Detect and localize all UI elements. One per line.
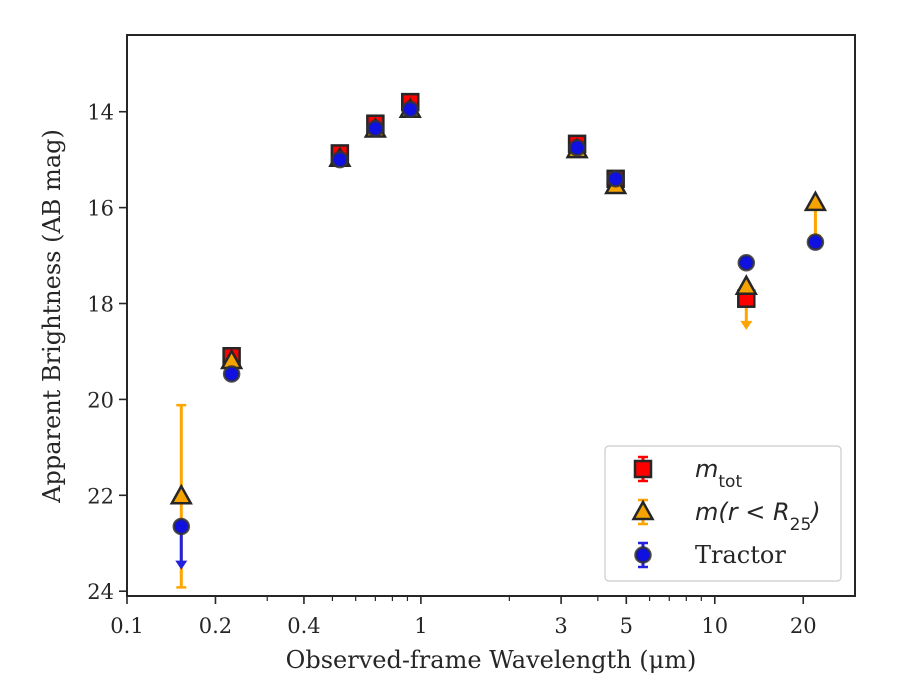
plot-marks [169, 92, 828, 589]
point-circle [606, 170, 625, 188]
point-triangle [734, 274, 758, 295]
x-tick-label: 0.2 [199, 614, 232, 638]
point-circle [366, 119, 385, 138]
x-tick-label: 20 [790, 614, 817, 638]
legend-label: m(r < R25) [695, 498, 821, 535]
point-circle [331, 150, 349, 169]
markers [169, 92, 828, 536]
y-tick-label: 16 [87, 197, 114, 221]
legend-item: Tractor [634, 541, 786, 569]
point-circle [401, 100, 419, 119]
x-tick-label: 3 [554, 614, 567, 638]
x-tick-label: 5 [620, 614, 633, 638]
legend-marker [631, 499, 655, 521]
legend-marker [633, 459, 653, 479]
legend-marker [634, 546, 652, 564]
point-circle [806, 233, 825, 251]
x-tick-label: 0.1 [110, 614, 143, 638]
axis-ticks: 0.1 0.2 0.4 1 3 5 10 20 14 16 18 20 22 24 [87, 101, 816, 638]
point-circle [222, 365, 241, 383]
point-triangle [803, 190, 828, 212]
x-tick-label: 0.4 [287, 614, 320, 638]
y-tick-label: 24 [87, 580, 114, 604]
point-triangle [169, 483, 193, 505]
upper-limit-arrow [740, 320, 753, 330]
y-tick-label: 22 [87, 484, 114, 508]
legend-label: Tractor [695, 541, 786, 569]
y-tick-label: 14 [87, 101, 114, 125]
x-axis-label: Observed-frame Wavelength (μm) [286, 646, 697, 674]
y-tick-label: 18 [87, 293, 114, 317]
point-circle [172, 517, 191, 536]
point-circle [568, 138, 586, 157]
legend: mtot m(r < R25) Tractor [604, 445, 842, 582]
plot-frame [126, 34, 856, 597]
legend-label: mtot [695, 455, 742, 492]
legend-box [604, 445, 842, 582]
legend-item: m(r < R25) [631, 498, 821, 535]
point-circle [737, 254, 756, 272]
x-tick-label: 10 [701, 614, 728, 638]
upper-limit-arrow [175, 560, 188, 570]
y-tick-label: 20 [87, 388, 114, 412]
legend-item: mtot [633, 455, 742, 492]
x-tick-label: 1 [414, 614, 427, 638]
y-axis-label: Apparent Brightness (AB mag) [38, 129, 66, 504]
